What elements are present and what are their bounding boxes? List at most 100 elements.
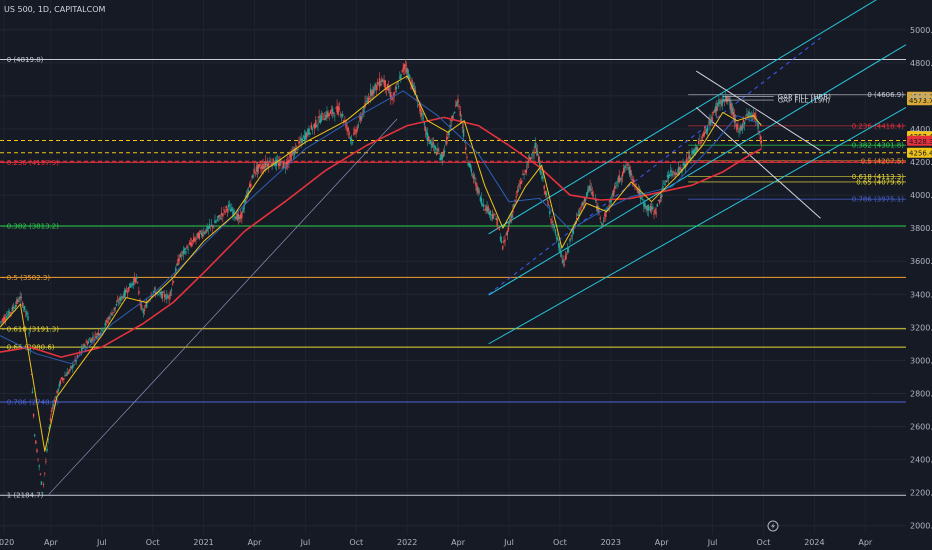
candle-body [160, 291, 162, 296]
candle-body [701, 136, 703, 141]
dashed-levels [0, 140, 906, 162]
candle-body [696, 147, 699, 150]
candle-body [330, 109, 333, 112]
candle-body [637, 190, 639, 193]
candle-body [244, 199, 246, 204]
candle-body [19, 296, 21, 300]
candle-body [679, 167, 681, 170]
candle-body [551, 220, 553, 224]
candle-body [198, 232, 201, 239]
candle-body [636, 188, 638, 191]
candle-body [523, 173, 525, 175]
candle-body [272, 158, 274, 165]
candle-body [686, 161, 689, 163]
candle-body [616, 185, 618, 186]
candle-body [579, 208, 581, 210]
candle-body [138, 291, 140, 294]
candle-body [393, 92, 395, 97]
candle-body [706, 126, 709, 132]
candle-body [465, 147, 467, 150]
candle-body [3, 316, 6, 321]
candle-body [760, 140, 763, 143]
candle-body [162, 292, 165, 293]
candle-body [280, 162, 282, 164]
candle-body [611, 193, 614, 195]
candle-body [409, 76, 411, 78]
candle-body [336, 106, 338, 112]
candle-body [219, 217, 222, 219]
candle-body [690, 157, 692, 160]
candle-body [16, 299, 18, 304]
candle-body [453, 112, 456, 114]
candle-body [564, 255, 567, 260]
candle-body [373, 86, 375, 93]
candle-body [462, 129, 465, 137]
candle-body [40, 481, 43, 485]
candle-body [133, 277, 136, 282]
candle-body [741, 123, 744, 130]
y-tick-label: 2000.0 [910, 522, 932, 531]
candle-body [293, 148, 296, 156]
candle-body [648, 209, 651, 211]
candle-body [618, 175, 620, 182]
candle-body [478, 191, 480, 193]
candle-body [120, 296, 122, 301]
candle-body [450, 120, 452, 121]
candle-body [309, 132, 311, 135]
candle-body [541, 175, 543, 179]
candle-body [144, 304, 147, 306]
candle-body [240, 214, 242, 219]
candle-body [93, 339, 95, 341]
candle-body [659, 196, 662, 199]
candle-body [442, 151, 445, 157]
candle-body [347, 127, 349, 132]
candle-body [229, 209, 232, 212]
candle-body [266, 163, 269, 167]
candle-body [694, 148, 697, 151]
candle-body [535, 148, 538, 153]
candle-body [301, 138, 304, 143]
candle-body [736, 123, 738, 130]
candle-body [86, 342, 89, 345]
grid [0, 0, 906, 534]
candle-body [698, 140, 700, 145]
candle-body [6, 316, 8, 319]
candle-body [107, 318, 110, 320]
candle-body [167, 296, 169, 298]
candle-body [739, 127, 741, 131]
candle-body [147, 302, 149, 304]
candle-body [500, 241, 503, 244]
candle-body [661, 194, 663, 197]
fib-left-label: - 0.382 (3813.2) [2, 222, 59, 230]
candle-body [109, 316, 111, 320]
lightning-icon[interactable] [767, 520, 779, 532]
candle-body [199, 230, 202, 233]
candle-body [251, 175, 253, 177]
candle-body [257, 164, 260, 169]
candle-body [397, 86, 400, 87]
candle-body [35, 440, 37, 444]
candle-body [53, 404, 55, 407]
candle-body [356, 126, 358, 131]
candle-body [423, 121, 426, 125]
gap-fill-label: GAP FILL (19H) [778, 97, 831, 105]
candle-body [188, 244, 190, 245]
gap-fill-labels: GAP FILL (HRR)GAP FILL (19H) [722, 93, 831, 105]
candle-body [335, 107, 337, 109]
candle-body [674, 173, 676, 175]
candle-body [430, 141, 432, 145]
candle-body [317, 123, 319, 125]
candle-body [170, 289, 173, 292]
candle-body [75, 359, 77, 362]
candle-body [332, 112, 335, 114]
y-tick-label: 2600.0 [910, 423, 932, 432]
candle-body [586, 192, 588, 198]
candle-body [440, 154, 442, 160]
x-tick-label: Apr [248, 538, 263, 547]
candle-body [522, 173, 524, 175]
candle-body [487, 206, 489, 212]
candle-body [348, 133, 351, 135]
candle-body [346, 127, 348, 129]
candle-body [433, 145, 436, 148]
